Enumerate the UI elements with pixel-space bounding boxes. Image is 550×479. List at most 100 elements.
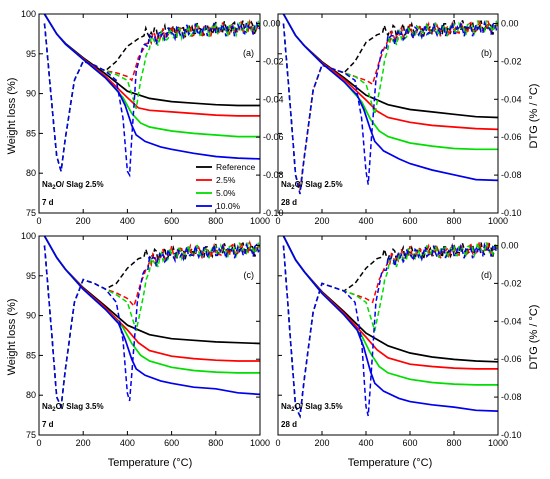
x-tick-label: 1000 <box>250 216 270 226</box>
y-left-tick-label: 85 <box>26 350 36 360</box>
x-tick-label: 1000 <box>250 438 270 448</box>
series-group <box>43 236 260 410</box>
x-tick-label: 800 <box>446 216 461 226</box>
legend-entry: 10.0% <box>216 201 241 211</box>
x-tick-label: 0 <box>275 216 280 226</box>
x-tick-label: 400 <box>120 216 135 226</box>
sample-note: Na2O/ Slag 3.5% <box>281 402 343 413</box>
x-tick-label: 600 <box>164 438 179 448</box>
y-right-tick-label: -0.06 <box>501 354 522 364</box>
dtg-line-2-5pct <box>43 18 260 172</box>
dtg-line-10-0pct <box>282 19 498 195</box>
sample-note: Na2O/ Slag 2.5% <box>281 180 343 191</box>
y-left-tick-label: 75 <box>26 430 36 440</box>
age-note: 28 d <box>281 420 297 429</box>
x-tick-label: 1000 <box>488 438 508 448</box>
x-tick-label: 200 <box>76 438 91 448</box>
dtg-line-5-0pct <box>43 20 260 172</box>
x-tick-label: 0 <box>36 216 41 226</box>
dtg-line-5-0pct <box>282 20 498 195</box>
x-tick-label: 200 <box>76 216 91 226</box>
dtg-line-5-0pct <box>282 242 498 419</box>
y-left-tick-label: 100 <box>21 231 36 241</box>
weight-line-10-0pct <box>282 236 498 412</box>
age-note: 7 d <box>42 198 54 207</box>
y-right-tick-label: -0.04 <box>501 316 522 326</box>
panel-label: (b) <box>481 48 492 58</box>
sample-note: Na2O/ Slag 2.5% <box>42 180 104 191</box>
y-right-tick-label: -0.04 <box>263 94 284 104</box>
x-tick-label: 400 <box>358 438 373 448</box>
panel-label: (d) <box>481 270 492 280</box>
y-right-tick-label: -0.02 <box>501 56 522 66</box>
y-right-tick-label: 0.00 <box>501 18 519 28</box>
x-tick-label: 1000 <box>488 216 508 226</box>
panel-label: (c) <box>244 270 255 280</box>
y-right-tick-label: -0.08 <box>263 170 284 180</box>
y-right-tick-label: -0.02 <box>263 56 284 66</box>
panels-layer: 0 200 400 600 800 10007580859095100-0.10-0.08… <box>21 9 522 448</box>
x-axis-label-left: Temperature (°C) <box>108 457 192 469</box>
y-right-tick-label: -0.06 <box>263 132 284 142</box>
x-tick-label: 800 <box>208 216 223 226</box>
panel-label: (a) <box>243 48 254 58</box>
series-group <box>282 236 498 419</box>
x-tick-label: 600 <box>164 216 179 226</box>
y-right-tick-label: -0.10 <box>501 208 522 218</box>
weight-line-10-0pct <box>43 14 260 160</box>
panel-a: 0 200 400 600 800 1000 75 80 85 90 95 100 -0.10 -0.08… <box>21 9 284 226</box>
y-left-tick-label: 100 <box>21 9 36 19</box>
x-tick-label: 400 <box>120 438 135 448</box>
y-left-tick-label: 95 <box>26 271 36 281</box>
panel-b: 0 200 400 600 800 1000-0.10 -0.08 -0.06 -0.04 -0.… <box>275 13 522 226</box>
y-left-tick-label: 85 <box>26 128 36 138</box>
y-right-tick-label: -0.04 <box>501 94 522 104</box>
y-right-tick-label: -0.02 <box>501 278 522 288</box>
x-tick-label: 0 <box>36 438 41 448</box>
plot-frame <box>277 13 499 214</box>
y-right-tick-label: 0.00 <box>501 240 519 250</box>
age-note: 28 d <box>281 198 297 207</box>
legend-entry: 5.0% <box>216 188 236 198</box>
dtg-line-10-0pct <box>43 19 260 178</box>
y-axis-label-right-bottom: DTG (% / °C) <box>528 305 540 370</box>
series-group <box>43 14 260 178</box>
y-right-tick-label: -0.06 <box>501 132 522 142</box>
x-tick-label: 0 <box>275 438 280 448</box>
y-left-tick-label: 95 <box>26 49 36 59</box>
panel-c: 0 200 400 600 800 1000 75 80 85 90 95 100 (c) Na2O/ S… <box>21 231 270 448</box>
plot-frame <box>38 235 261 436</box>
x-tick-label: 400 <box>358 216 373 226</box>
x-tick-label: 200 <box>314 438 329 448</box>
legend-entry: Reference <box>216 162 255 172</box>
legend: Reference 2.5% 5.0% 10.0% <box>196 162 255 211</box>
y-axis-label-right-top: DTG (% / °C) <box>528 84 540 149</box>
legend-entry: 2.5% <box>216 175 236 185</box>
x-axis-label-right: Temperature (°C) <box>348 457 432 469</box>
y-right-tick-label: -0.08 <box>501 392 522 402</box>
weight-line-10-0pct <box>43 236 260 396</box>
y-right-tick-label: -0.10 <box>501 430 522 440</box>
dtg-line-reference <box>282 242 498 419</box>
dtg-line-5-0pct <box>43 242 260 410</box>
panel-d: 0 200 400 600 800 1000-0.10 -0.08 -0.06 -0.04 -0.… <box>275 235 522 448</box>
sample-note: Na2O/ Slag 3.5% <box>42 402 104 413</box>
y-right-tick-label: 0.00 <box>263 18 281 28</box>
y-left-tick-label: 80 <box>26 168 36 178</box>
dtg-line-reference <box>43 242 260 410</box>
dtg-line-2-5pct <box>43 239 260 410</box>
y-left-tick-label: 90 <box>26 89 36 99</box>
y-axis-label-left-top: Weight loss (%) <box>6 78 18 155</box>
x-tick-label: 600 <box>402 216 417 226</box>
y-left-tick-label: 90 <box>26 311 36 321</box>
age-note: 7 d <box>42 420 54 429</box>
dtg-line-10-0pct <box>43 241 260 410</box>
x-tick-label: 200 <box>314 216 329 226</box>
weight-line-10-0pct <box>282 14 498 182</box>
x-tick-label: 800 <box>208 438 223 448</box>
plot-frame <box>277 235 499 436</box>
y-left-tick-label: 75 <box>26 208 36 218</box>
y-left-tick-label: 80 <box>26 390 36 400</box>
dtg-line-reference <box>43 20 260 172</box>
